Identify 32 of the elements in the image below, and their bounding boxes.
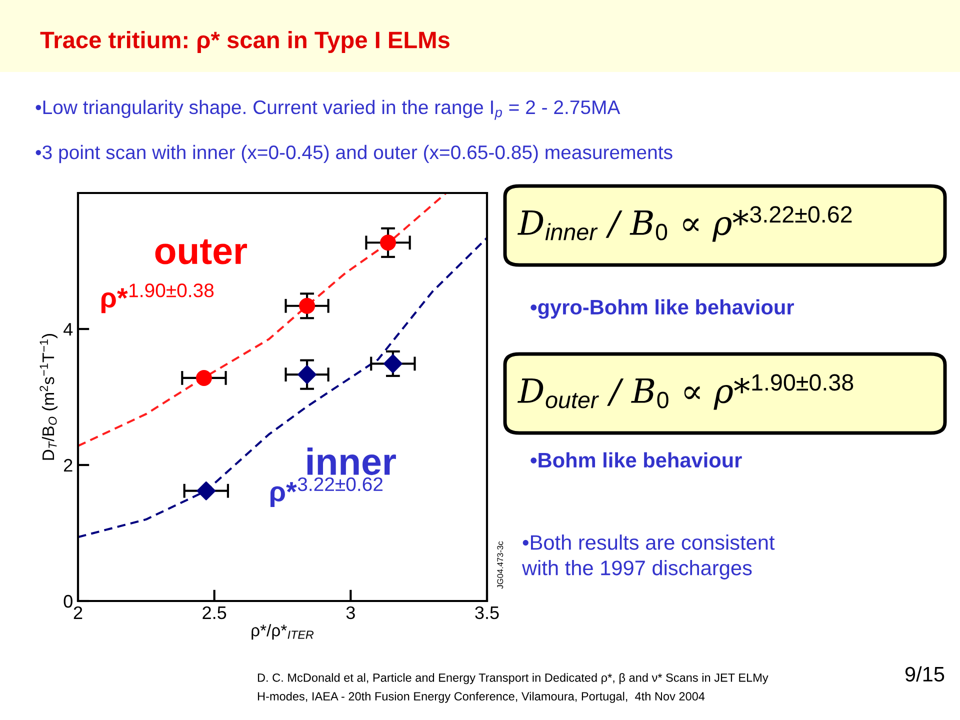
text: •gyro-Bohm like behaviour	[530, 299, 794, 319]
text: D$_{inner}$ / B$_{0}$ ∝ ρ*$^{3.22±0.62}$	[517, 206, 852, 242]
x-axis-title: ρ*/ρ*$_{ITER}$	[252, 624, 314, 640]
text: •3 point scan with inner (x=0-0.45) and outer (x=0.65-0.85) measurements	[36, 144, 672, 164]
x-tick-label: 2	[74, 606, 82, 619]
text: •Low triangularity shape. Current varied in the range I$_{p}$ = 2 - 2.75MA	[36, 100, 620, 120]
x-tick-label: 3.5	[475, 606, 499, 620]
point	[196, 481, 216, 500]
y-tick-label: 2	[64, 458, 72, 472]
line-series	[78, 236, 487, 538]
text: •Bohm like behaviour	[530, 452, 742, 468]
y-tick-label: 0	[64, 594, 72, 608]
y-tick-label: 4	[64, 323, 73, 336]
text: D$_{outer}$ / B$_{0}$ ∝ ρ*$^{1.90±0.38}$	[517, 374, 854, 410]
annotation: ρ*$^{1.90±0.38}$	[101, 284, 214, 314]
series-label: inner	[307, 448, 396, 476]
x-tick-label: 3	[346, 606, 355, 620]
text: D$_{T}$/B$_{O}$ (m$^{2}$s$^{−1}$T$^{−1}$)	[40, 334, 58, 460]
point	[299, 298, 316, 314]
chart-title: Trace tritium: ρ* scan in Type I ELMs	[40, 30, 450, 54]
point	[196, 370, 212, 386]
text: 9/15	[905, 666, 944, 682]
text: JG04.473-3c	[497, 541, 504, 589]
text: D. C. McDonald et al, Particle and Energy Transport in Dedicated ρ*, β and ν* Scans in JET ELMy H-modes, IAEA - 20th Fusion Energy Conference, Vilamoura, Portugal, 4th Nov 2004	[258, 673, 768, 703]
point	[298, 365, 317, 384]
x-tick-label: 2.5	[202, 606, 226, 620]
point	[383, 354, 402, 374]
series-label: outer	[155, 239, 248, 264]
point	[380, 234, 396, 251]
line-series	[78, 193, 448, 448]
text: •Both results are consistent with the 1997 discharges	[522, 534, 775, 580]
annotation: ρ*$^{3.22±0.62}$	[270, 477, 383, 507]
